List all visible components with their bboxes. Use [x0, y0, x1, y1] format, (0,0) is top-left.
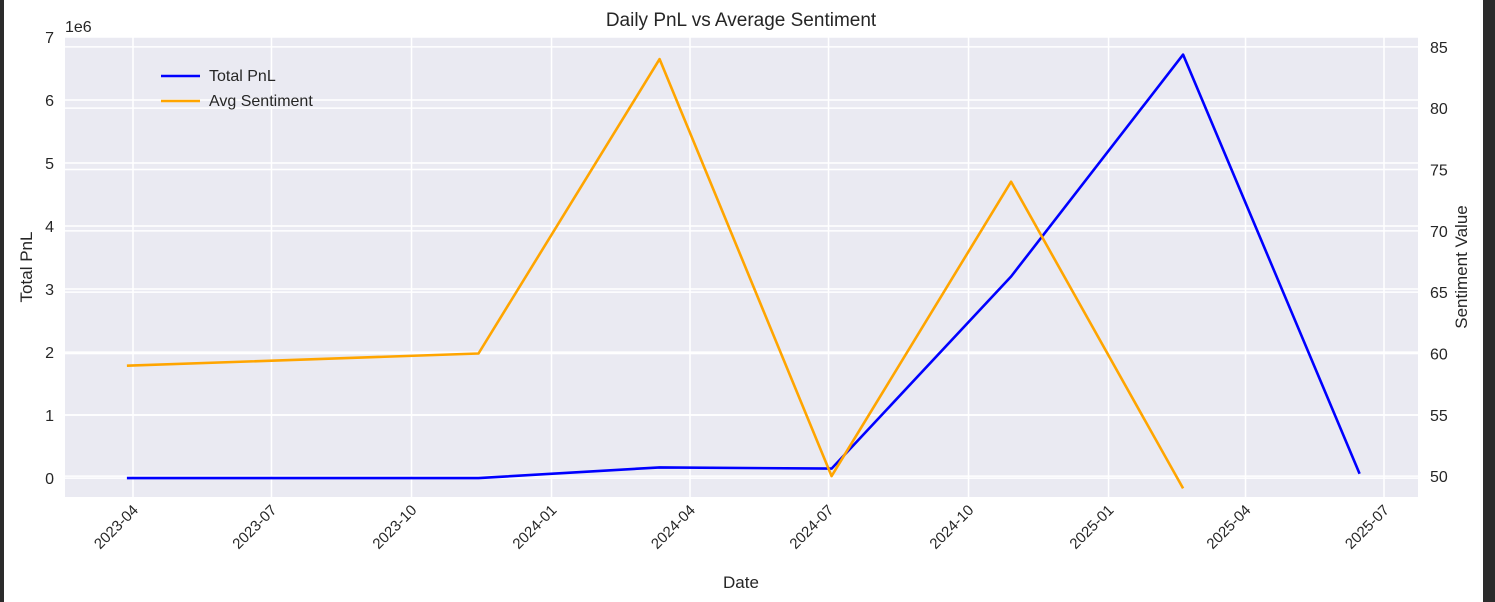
x-tick-label: 2024-10 [926, 502, 977, 553]
y-left-tick-label: 3 [45, 282, 54, 299]
y-right-tick-label: 75 [1430, 162, 1448, 179]
x-tick-label: 2023-04 [91, 502, 142, 553]
x-tick-label: 2025-01 [1066, 502, 1117, 553]
y-right-tick-label: 70 [1430, 224, 1448, 241]
y-left-tick-label: 7 [45, 30, 54, 47]
x-tick-label: 2025-04 [1203, 502, 1254, 553]
plot-background [65, 37, 1418, 497]
chart-title: Daily PnL vs Average Sentiment [606, 10, 877, 31]
y-left-axis-label: Total PnL [17, 232, 36, 303]
y-right-tick-label: 50 [1430, 469, 1448, 486]
y-right-axis-ticks: 50 55 60 65 70 75 80 85 [1430, 40, 1448, 486]
y-left-tick-label: 5 [45, 156, 54, 173]
legend-label-total-pnl: Total PnL [209, 68, 276, 85]
left-axis-multiplier: 1e6 [65, 19, 92, 36]
figure: 2023-04 2023-07 2023-10 2024-01 2024-04 2024-… [4, 0, 1483, 602]
x-tick-label: 2023-07 [229, 502, 280, 553]
x-tick-label: 2024-01 [509, 502, 560, 553]
y-left-tick-label: 2 [45, 345, 54, 362]
x-tick-label: 2025-07 [1342, 502, 1393, 553]
y-left-tick-label: 4 [45, 219, 54, 236]
series-line-avg-sentiment [126, 57, 1185, 490]
y-right-tick-label: 65 [1430, 285, 1448, 302]
y-left-tick-label: 1 [45, 408, 54, 425]
y-right-tick-label: 55 [1430, 408, 1448, 425]
x-tick-label: 2024-07 [786, 502, 837, 553]
x-axis-ticks: 2023-04 2023-07 2023-10 2024-01 2024-04 2024-… [91, 502, 1393, 553]
y-left-tick-label: 6 [45, 93, 54, 110]
grid-lines [65, 36, 1418, 497]
chart-svg: 2023-04 2023-07 2023-10 2024-01 2024-04 2024-… [17, 10, 1471, 592]
legend-label-avg-sentiment: Avg Sentiment [209, 93, 313, 110]
series-layer [126, 53, 1361, 490]
x-tick-label: 2023-10 [369, 502, 420, 553]
y-left-tick-label: 0 [45, 471, 54, 488]
legend: Total PnL Avg Sentiment [161, 68, 313, 110]
y-right-tick-label: 60 [1430, 346, 1448, 363]
y-right-tick-label: 85 [1430, 40, 1448, 57]
y-right-tick-label: 80 [1430, 101, 1448, 118]
x-axis-label: Date [723, 573, 759, 592]
series-line-total-pnl [126, 53, 1361, 480]
x-tick-label: 2024-04 [648, 502, 699, 553]
y-right-axis-label: Sentiment Value [1452, 205, 1471, 328]
y-left-axis-ticks: 0 1 2 3 4 5 6 7 [45, 30, 54, 488]
